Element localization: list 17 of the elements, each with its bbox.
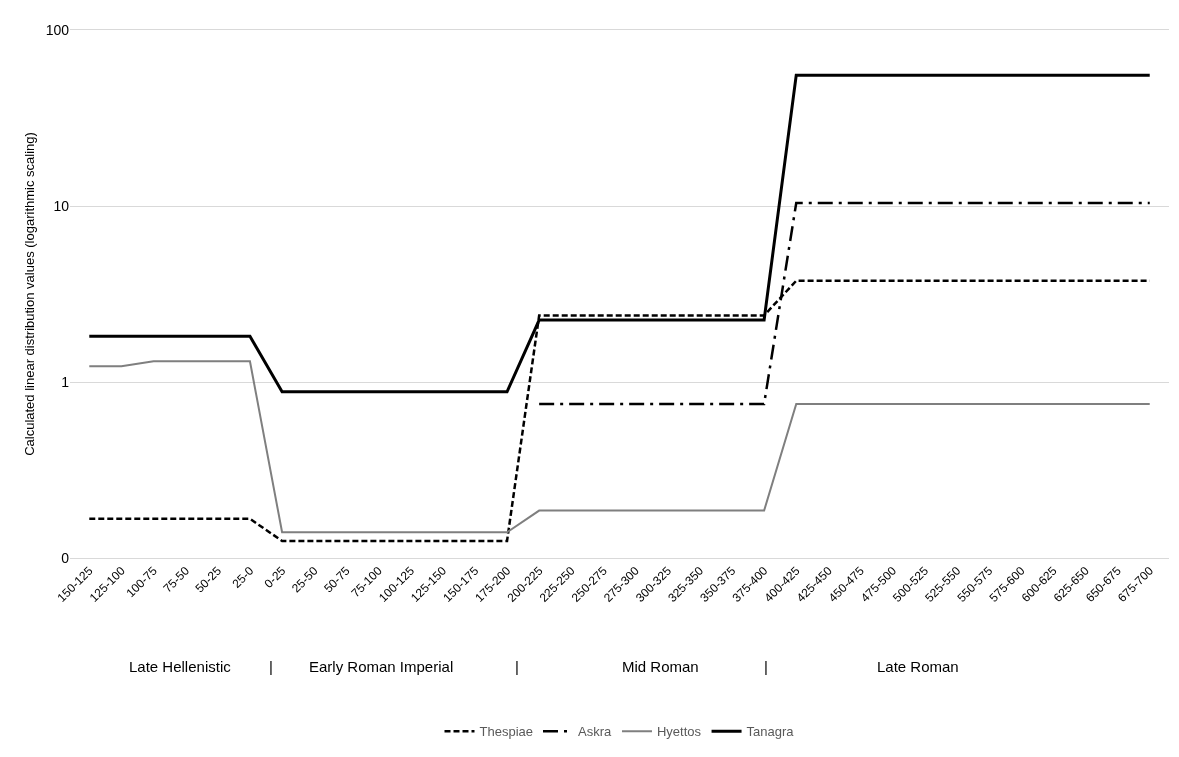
y-tick-label: 10	[53, 197, 70, 214]
text: Late Hellenistic	[129, 658, 232, 675]
text: Early Roman Imperial	[309, 658, 454, 675]
line-series	[88, 360, 1151, 534]
y-tick-label: 100	[45, 21, 70, 38]
y-axis-title: Calculated linear distribution values (logarithmic scaling)	[22, 132, 37, 456]
text: Mid Roman	[622, 658, 699, 675]
text: |	[764, 658, 768, 675]
legend-label: Thespiae	[479, 724, 533, 740]
text: |	[269, 658, 273, 675]
legend-label: Tanagra	[746, 724, 795, 740]
text: |	[515, 658, 519, 675]
y-tick-label: 1	[61, 373, 70, 390]
text: Late Roman	[877, 658, 959, 675]
legend-label: Hyettos	[656, 724, 702, 740]
y-tick-label: 0	[61, 549, 70, 566]
legend-label: Askra	[577, 724, 612, 740]
